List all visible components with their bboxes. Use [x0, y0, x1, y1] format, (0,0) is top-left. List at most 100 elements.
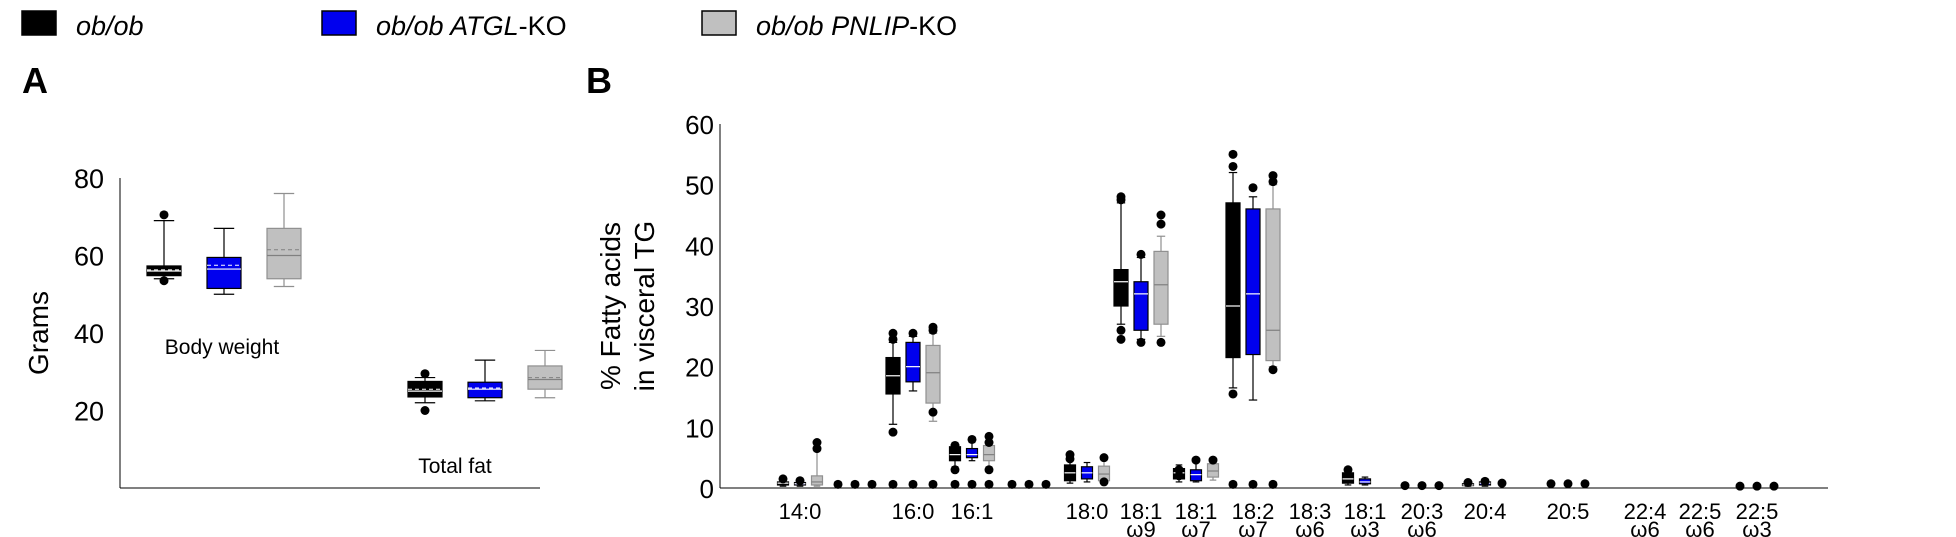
x-tick-sublabel: ω9 [1126, 517, 1155, 537]
y-tick-label: 0 [700, 474, 714, 504]
y-tick-label: 60 [74, 242, 104, 272]
outlier-point [1136, 249, 1146, 259]
y-tick-label: 20 [685, 353, 714, 383]
outlier-point [1156, 210, 1166, 220]
data-point [928, 479, 938, 489]
x-tick-label: 18:2 [1232, 499, 1275, 524]
box [1358, 478, 1372, 485]
box [206, 256, 242, 290]
legend-label: ob/ob PNLIP-KO [756, 11, 957, 41]
outlier-point [1228, 149, 1238, 159]
outlier-point [888, 427, 898, 437]
outlier-point [984, 431, 994, 441]
outlier-point [1343, 465, 1353, 475]
data-point [1268, 479, 1278, 489]
x-tick-label: 20:4 [1464, 499, 1507, 524]
data-point [850, 479, 860, 489]
y-tick-label: 30 [685, 292, 714, 322]
legend-label-plain: -KO [519, 11, 567, 41]
data-point [833, 479, 843, 489]
x-tick-label: 18:1 [1120, 499, 1163, 524]
outlier-point [1268, 171, 1278, 181]
y-axis-title: Grams [23, 291, 54, 375]
outlier-point [1228, 161, 1238, 171]
box [1245, 208, 1261, 356]
data-point [1228, 479, 1238, 489]
x-tick-label: 16:1 [951, 499, 994, 524]
x-tick-sublabel: ω6 [1407, 517, 1436, 537]
data-point [1735, 481, 1745, 491]
box [905, 341, 921, 383]
data-point [1546, 479, 1556, 489]
box [1225, 202, 1241, 359]
x-tick-sublabel: ω3 [1742, 517, 1771, 537]
data-point [1007, 479, 1017, 489]
data-point [1497, 478, 1507, 488]
legend-label-italic: ob/ob [76, 11, 144, 41]
legend-label-plain: -KO [909, 11, 957, 41]
outlier-point [812, 438, 822, 447]
y-tick-label: 10 [685, 413, 714, 443]
x-tick-sublabel: ω6 [1630, 517, 1659, 537]
outlier-point [1156, 337, 1166, 347]
y-tick-label: 60 [685, 110, 714, 140]
outlier-point [159, 210, 169, 220]
x-tick-label: 18:1 [1175, 499, 1218, 524]
x-tick-sublabel: ω6 [1685, 517, 1714, 537]
data-point [1041, 479, 1051, 489]
outlier-point [1099, 453, 1109, 463]
box [467, 381, 503, 399]
outlier-point [928, 407, 938, 417]
outlier-point [1116, 192, 1126, 202]
outlier-point [888, 328, 898, 338]
outlier-point [967, 434, 977, 444]
data-point [1417, 481, 1427, 491]
group-label: Total fat [418, 455, 492, 478]
y-axis-title-line: in visceral TG [629, 221, 660, 392]
legend-label-italic: ob/ob ATGL [376, 11, 519, 41]
x-tick-label: 14:0 [779, 499, 822, 524]
outlier-point [778, 474, 788, 484]
data-point [1769, 481, 1779, 491]
outlier-point [1099, 477, 1109, 487]
x-tick-sublabel: ω7 [1238, 517, 1267, 537]
outlier-point [1116, 334, 1126, 344]
x-tick-sublabel: ω6 [1295, 517, 1324, 537]
box [1206, 463, 1220, 478]
outlier-point [984, 479, 994, 489]
outlier-point [1248, 183, 1258, 193]
outlier-point [1191, 455, 1201, 465]
outlier-point [1208, 455, 1218, 465]
legend-label-italic: ob/ob PNLIP [756, 11, 909, 41]
box [810, 475, 824, 486]
outlier-point [908, 328, 918, 338]
legend-swatch [701, 10, 737, 36]
outlier-point [1268, 365, 1278, 375]
data-point [908, 479, 918, 489]
legend-swatch [21, 10, 57, 36]
panel-a-chart: 20 40 60 80 Grams Body weight Total fat [23, 164, 563, 489]
data-point [1434, 481, 1444, 491]
panel-b-letter: B [586, 60, 612, 101]
legend: ob/ob ob/ob ATGL-KO ob/ob PNLIP-KO [21, 10, 957, 41]
outlier-point [1174, 465, 1184, 475]
box [1341, 472, 1355, 484]
data-point [888, 479, 898, 489]
outlier-point [1228, 389, 1238, 399]
data-point [1248, 479, 1258, 489]
box [982, 444, 996, 462]
x-tick-label: 22:5 [1736, 499, 1779, 524]
group-label: Body weight [165, 336, 280, 359]
legend-label: ob/ob ATGL-KO [376, 11, 567, 41]
box [266, 227, 302, 280]
outlier-point [420, 369, 430, 379]
y-tick-label: 40 [74, 319, 104, 349]
outlier-point [1136, 337, 1146, 347]
box [1133, 281, 1149, 331]
outlier-point [1480, 476, 1490, 486]
outlier-point [1116, 325, 1126, 335]
legend-label: ob/ob [76, 11, 144, 41]
x-tick-label: 20:3 [1401, 499, 1444, 524]
data-point [1024, 479, 1034, 489]
